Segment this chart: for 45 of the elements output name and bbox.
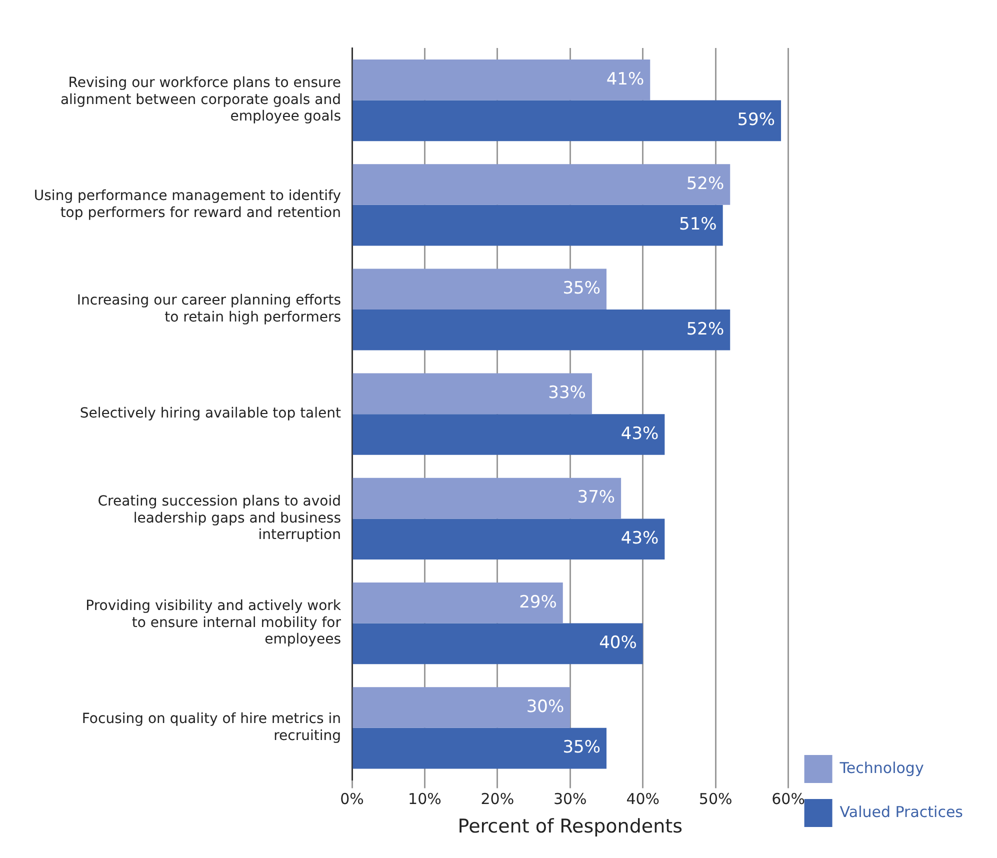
- bar: [352, 414, 665, 455]
- bar: [352, 204, 723, 246]
- y-tick-label: Selectively hiring available top talent: [80, 406, 342, 422]
- data-label: 52%: [686, 174, 724, 194]
- data-label: 30%: [526, 696, 564, 717]
- data-label: 43%: [620, 528, 659, 549]
- data-label: 35%: [562, 738, 601, 758]
- bar: [352, 310, 730, 350]
- y-tick-label: Focusing on quality of hire metrics in recruiting: [82, 711, 341, 744]
- data-label: 29%: [519, 592, 557, 612]
- y-tick-label: Providing visibility and actively work to ensure internal mobility for employees: [86, 598, 342, 648]
- legend-label: Valued Practices: [840, 802, 964, 821]
- bar: [352, 518, 665, 560]
- bar: [352, 373, 592, 414]
- data-label: 43%: [620, 424, 659, 444]
- x-tick-label: 30%: [553, 790, 587, 808]
- x-tick-label: 10%: [408, 790, 442, 808]
- y-tick-label: Creating succession plans to avoid leadership gaps and business interruption: [98, 494, 341, 544]
- data-label: 37%: [577, 488, 616, 508]
- x-axis-title: Percent of Respondents: [458, 816, 682, 838]
- x-tick-label: 60%: [772, 790, 805, 808]
- bar: [352, 164, 730, 205]
- y-tick-label: Revising our workforce plans to ensure alignment between corporate goals and employee goals: [60, 75, 341, 125]
- x-tick-label: 20%: [480, 790, 514, 808]
- legend-label: Technology: [838, 758, 924, 777]
- bar: [352, 582, 563, 624]
- bar: [352, 268, 607, 310]
- y-tick-label: Using performance management to identify top performers for reward and retention: [34, 188, 341, 221]
- data-label: 40%: [599, 633, 637, 654]
- data-label: 52%: [686, 319, 724, 340]
- data-label: 59%: [737, 110, 776, 130]
- x-tick-label: 40%: [626, 790, 660, 808]
- data-label: 51%: [679, 214, 717, 235]
- bar: [352, 623, 643, 664]
- bar: [352, 728, 607, 769]
- bar: [352, 687, 570, 728]
- data-label: 33%: [548, 383, 586, 404]
- bar: [352, 100, 782, 142]
- data-label: 41%: [606, 69, 644, 90]
- data-label: 35%: [562, 278, 601, 299]
- bar: [352, 60, 650, 100]
- y-tick-label: Increasing our career planning efforts to retain high performers: [76, 292, 341, 326]
- bar: [352, 478, 622, 519]
- x-tick-label: 50%: [698, 790, 732, 808]
- x-tick-label: 0%: [340, 790, 364, 808]
